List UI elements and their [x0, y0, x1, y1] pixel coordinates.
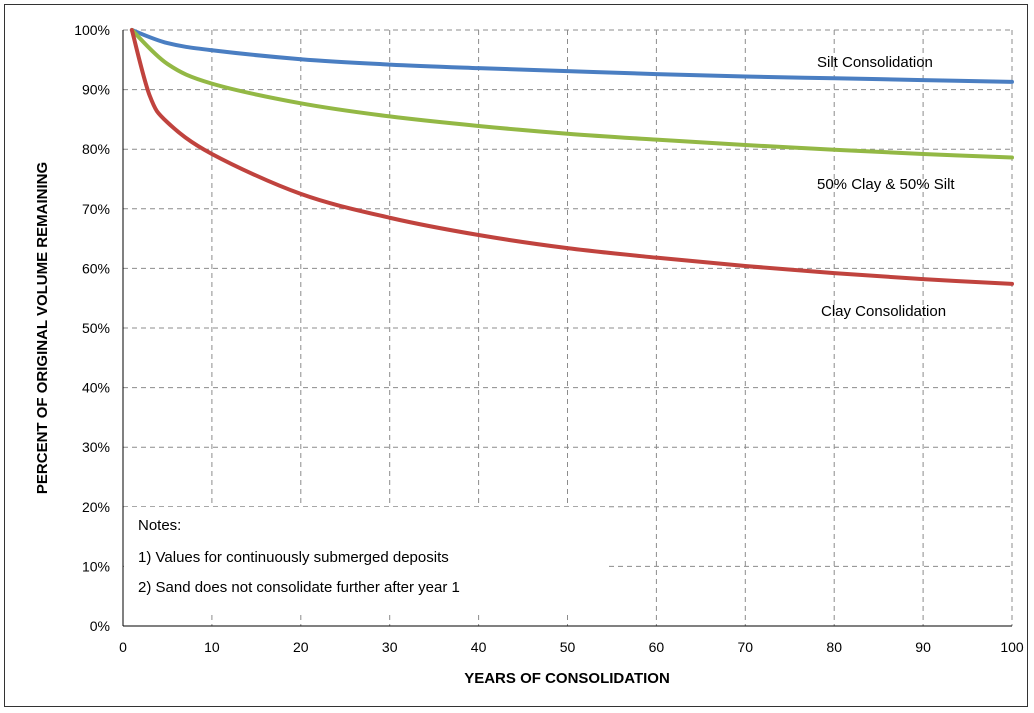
notes-box: [124, 507, 608, 613]
series-mix-line: [129, 28, 1014, 160]
label-layer: 0% 10% 20% 30% 40% 50% 60% 70% 80% 90% 100% 0 10 20 30…: [74, 22, 1024, 655]
x-tick-label: 50: [560, 639, 576, 655]
series-label-silt: Silt Consolidation: [817, 54, 933, 71]
x-tick-label: 40: [471, 639, 487, 655]
grid-layer: [123, 29, 1013, 626]
note-2: 2) Sand does not consolidate further aft…: [138, 579, 460, 596]
x-tick-label: 20: [293, 639, 309, 655]
x-tick-label: 100: [1000, 639, 1024, 655]
series-label-mix: 50% Clay & 50% Silt: [817, 176, 955, 193]
y-tick-label: 80%: [82, 141, 110, 157]
x-tick-label: 10: [204, 639, 220, 655]
y-tick-label: 100%: [74, 22, 110, 38]
x-tick-label: 70: [738, 639, 754, 655]
y-tick-label: 90%: [82, 82, 110, 98]
note-1: 1) Values for continuously submerged dep…: [138, 549, 449, 566]
series-label-clay: Clay Consolidation: [821, 303, 946, 320]
y-tick-label: 50%: [82, 320, 110, 336]
y-tick-label: 30%: [82, 439, 110, 455]
series-layer: [129, 28, 1014, 286]
x-tick-label: 60: [649, 639, 665, 655]
series-clay-line: [129, 28, 1014, 286]
x-tick-label: 90: [915, 639, 931, 655]
x-tick-label: 0: [119, 639, 127, 655]
y-tick-label: 40%: [82, 380, 110, 396]
y-tick-label: 20%: [82, 499, 110, 515]
notes-heading: Notes:: [138, 517, 181, 534]
y-tick-label: 60%: [82, 260, 110, 276]
y-tick-label: 70%: [82, 201, 110, 217]
y-tick-label: 10%: [82, 558, 110, 574]
y-axis-title: PERCENT OF ORIGINAL VOLUME REMAINING: [34, 162, 51, 494]
x-tick-label: 30: [382, 639, 398, 655]
axis-layer: [122, 30, 1012, 627]
x-axis-title: YEARS OF CONSOLIDATION: [464, 670, 670, 687]
series-silt-line: [129, 28, 1014, 84]
x-tick-label: 80: [826, 639, 842, 655]
y-tick-label: 0%: [90, 618, 110, 634]
